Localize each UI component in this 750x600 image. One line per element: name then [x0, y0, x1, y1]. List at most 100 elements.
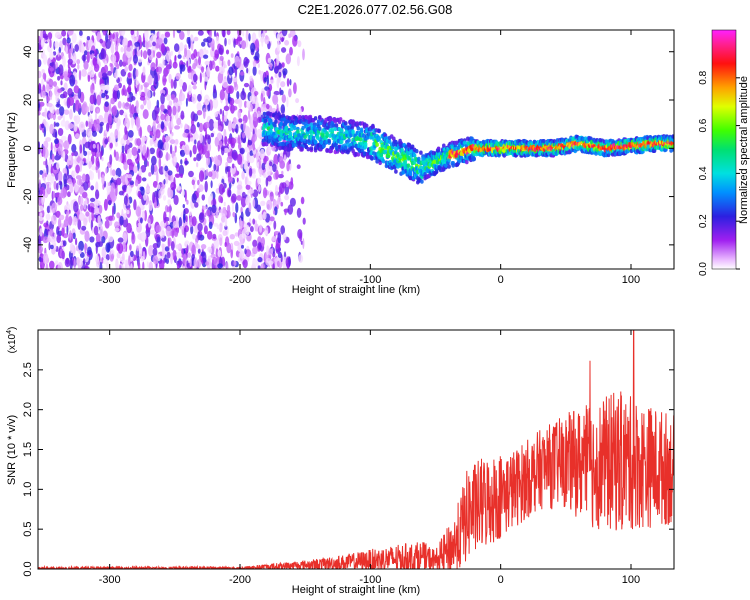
spectrogram-noise-blob — [117, 242, 124, 254]
spectrogram-noise-blob — [243, 82, 250, 88]
spectrogram-noise-blob — [246, 100, 251, 109]
spectrogram-trace-cell — [420, 179, 424, 184]
spectrogram-noise-blob — [226, 242, 232, 254]
spectrogram-noise-blob — [158, 190, 161, 199]
spectrogram-noise-blob — [56, 162, 60, 170]
spectrogram-noise-blob — [100, 47, 105, 59]
spectrogram-noise-blob — [174, 138, 179, 145]
spectrogram-noise-blob — [280, 225, 286, 235]
spectrogram-noise-blob — [142, 66, 146, 76]
spectrogram-noise-blob — [281, 170, 284, 175]
spectrogram-noise-blob — [202, 205, 207, 210]
spectrogram-trace-cell — [333, 126, 338, 132]
spectrogram-noise-blob — [168, 100, 173, 106]
spectrogram-noise-blob — [91, 210, 94, 222]
spectrogram-noise-blob — [79, 185, 84, 195]
spectrogram-noise-blob — [266, 103, 270, 110]
spectrogram-noise-blob — [130, 250, 134, 258]
spectrogram-noise-blob — [260, 36, 265, 43]
spectrogram-noise-blob — [248, 33, 251, 42]
spectrogram-noise-blob — [231, 193, 237, 203]
spectrogram-noise-blob — [76, 59, 81, 65]
spectrogram-noise-blob — [174, 125, 181, 130]
spectrogram-noise-blob — [204, 212, 207, 218]
spectrogram-noise-blob — [208, 221, 213, 230]
spectrogram-trace-cell — [364, 123, 369, 128]
spectrogram-noise-blob — [266, 74, 269, 86]
spectrogram-noise-blob — [95, 233, 101, 245]
spectrogram-noise-blob — [247, 139, 253, 146]
spectrogram-noise-blob — [165, 115, 171, 122]
spectrogram-noise-blob — [112, 205, 114, 217]
spectrogram-noise-blob — [57, 115, 62, 121]
spectrogram-noise-blob — [165, 172, 169, 185]
spectrogram-noise-blob — [120, 153, 123, 163]
spectrogram-noise-blob — [246, 195, 251, 204]
spectrogram-noise-blob — [54, 146, 57, 153]
spectrogram-noise-blob — [127, 130, 134, 138]
spectrogram-noise-blob — [127, 58, 131, 66]
snr-y-tick-label: 2.0 — [22, 402, 34, 417]
spectrogram-noise-blob — [205, 49, 209, 55]
spectrogram-noise-blob — [264, 35, 270, 45]
spectrogram-noise-blob — [156, 184, 161, 190]
spectrogram-noise-blob — [88, 160, 93, 168]
spectrogram-noise-blob — [287, 204, 294, 215]
spectrogram-noise-blob — [140, 217, 143, 224]
spectrogram-noise-blob — [183, 213, 186, 224]
spectrogram-noise-blob — [140, 84, 143, 90]
spectrogram-trace-cell — [542, 139, 546, 144]
spectrogram-noise-blob — [204, 60, 210, 66]
spectrogram-noise-blob — [77, 63, 80, 70]
spectrogram-noise-blob — [240, 71, 245, 76]
spectrogram-noise-blob — [117, 237, 124, 243]
spectrogram-trace-cell — [318, 126, 322, 131]
spectrogram-noise-blob — [112, 105, 118, 117]
spectrogram-noise-blob — [129, 45, 133, 54]
spectrogram-noise-blob — [41, 173, 45, 179]
spectrogram-trace-cell — [329, 148, 334, 154]
spectrogram-noise-blob — [182, 82, 187, 92]
spectrogram-noise-blob — [258, 184, 261, 192]
spectrogram-noise-blob — [197, 30, 204, 36]
spectrogram-noise-blob — [192, 85, 197, 90]
spectrogram-noise-blob — [135, 206, 142, 217]
spectrogram-noise-blob — [137, 148, 141, 154]
spectrogram-noise-blob — [281, 30, 288, 37]
spectrogram-noise-blob — [192, 144, 197, 155]
spectrogram-noise-blob — [52, 51, 57, 56]
spectrogram-noise-blob — [123, 232, 127, 239]
spectrogram-trace-cell — [344, 121, 348, 126]
spectrogram-noise-blob — [251, 173, 256, 179]
spectrogram-noise-blob — [101, 174, 105, 185]
spectrogram-noise-blob — [243, 222, 248, 230]
spectrogram-noise-blob — [152, 255, 159, 265]
spectrogram-noise-blob — [236, 184, 243, 190]
spectrogram-noise-blob — [191, 93, 197, 104]
spectrogram-frame — [37, 29, 675, 270]
spectrogram-noise-blob — [235, 202, 239, 214]
spectrogram-noise-blob — [189, 150, 192, 158]
spectrogram-noise-blob — [48, 78, 54, 88]
spectrogram-noise-blob — [62, 91, 68, 99]
spectrogram-noise-blob — [265, 177, 269, 187]
spectrogram-noise-blob — [211, 256, 218, 265]
spectrogram-noise-blob — [282, 232, 287, 241]
spectrogram-trace-cell — [394, 169, 398, 174]
spectrogram-noise-blob — [49, 236, 55, 243]
spectrogram-noise-blob — [216, 224, 221, 230]
spectrogram-trace-cell — [262, 111, 267, 117]
spectrogram-trace-cell — [612, 140, 616, 145]
spectrogram-noise-blob — [110, 253, 114, 260]
spectrogram-noise-blob — [62, 141, 69, 148]
spectrogram-noise-blob — [232, 152, 239, 161]
spectrogram-noise-blob — [78, 195, 84, 206]
spectrogram-noise-blob — [296, 207, 302, 218]
spectrogram-noise-blob — [173, 177, 176, 189]
spectrogram-noise-blob — [228, 85, 234, 94]
spectrogram-trace-cell — [309, 146, 314, 151]
snr-y-tick-label: 0.5 — [22, 522, 34, 537]
spectrogram-noise-blob — [54, 41, 59, 49]
spectrogram-noise-blob — [90, 185, 95, 191]
spectrogram-noise-blob — [55, 260, 59, 266]
